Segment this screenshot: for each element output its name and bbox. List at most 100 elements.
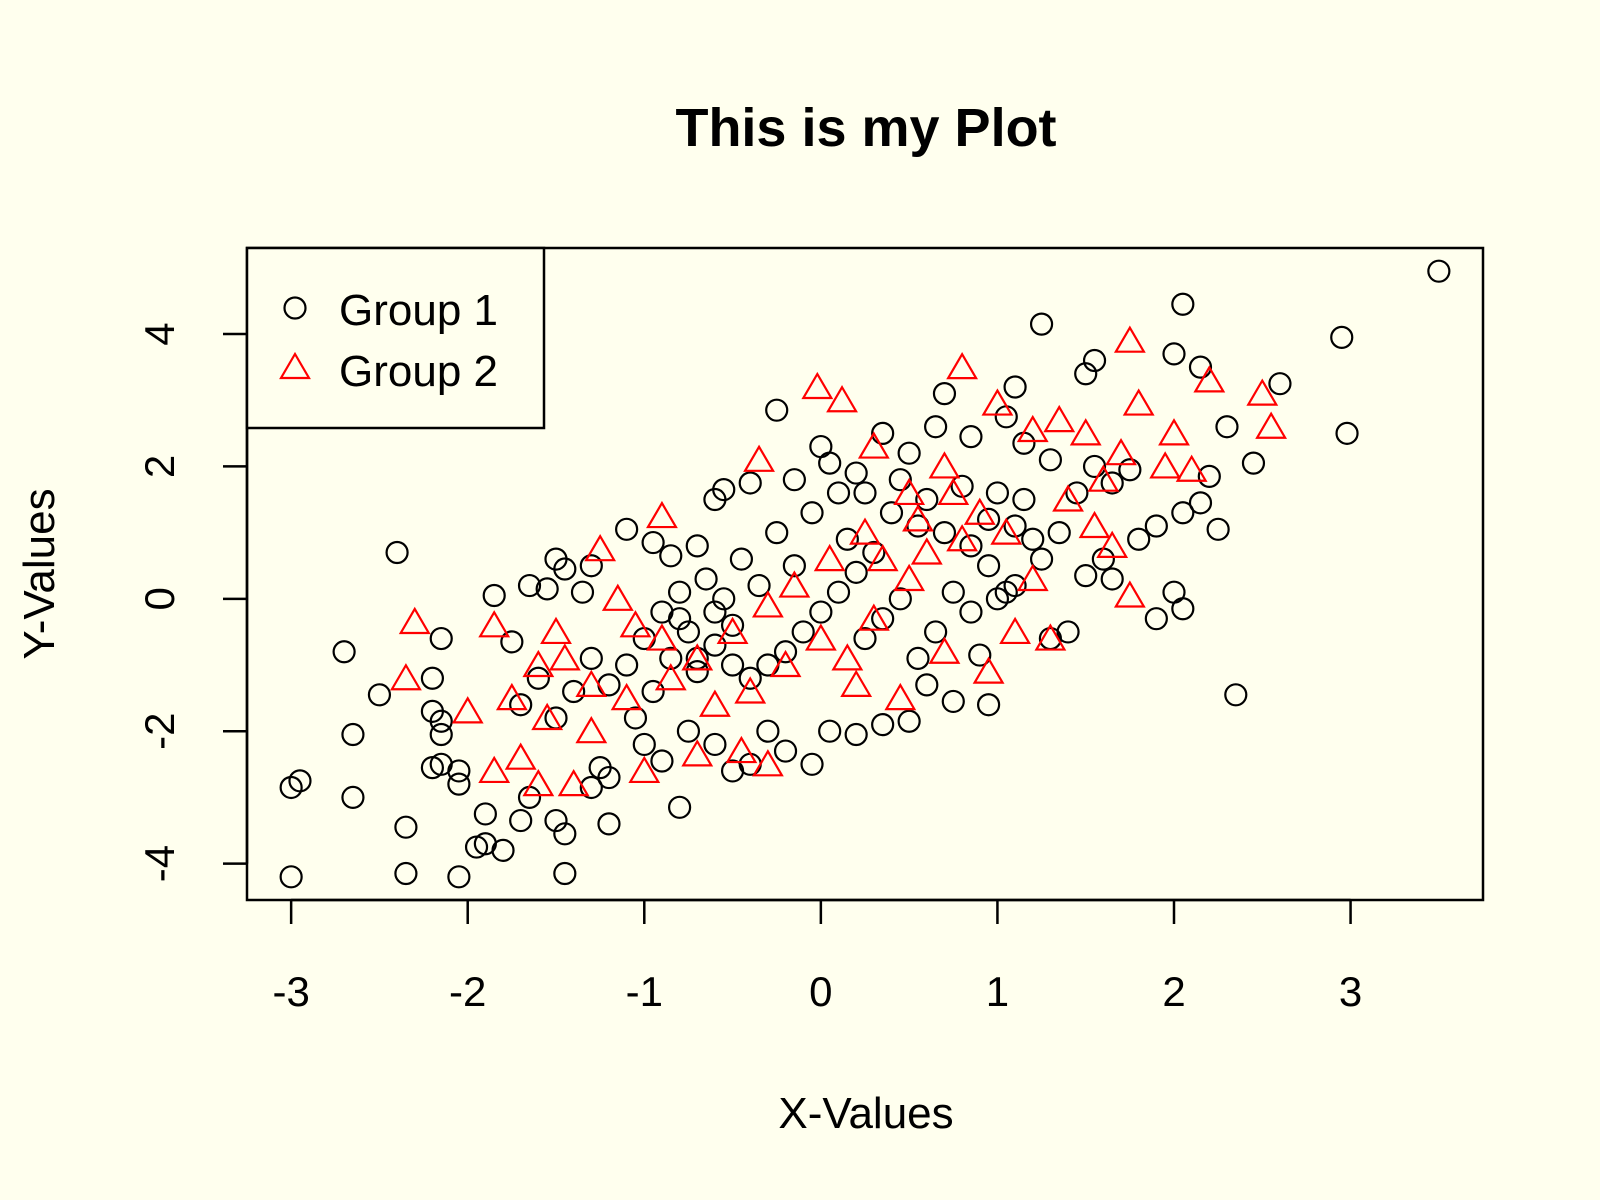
data-point-group-1: [897, 441, 921, 465]
data-point-group-1: [1335, 421, 1359, 445]
legend-label-group-1: Group 1: [339, 286, 498, 335]
data-point-group-1: [1268, 372, 1292, 396]
data-point-group-1: [826, 580, 851, 604]
data-point-group-1: [844, 560, 868, 584]
y-tick-label: 0: [136, 587, 183, 610]
data-point-group-2: [1016, 414, 1049, 443]
data-point-group-2: [928, 636, 961, 664]
x-tick-label: 0: [809, 968, 832, 1015]
data-point-group-2: [778, 570, 811, 598]
data-point-group-1: [932, 521, 957, 545]
data-point-group-1: [756, 719, 780, 743]
data-point-group-2: [557, 768, 590, 797]
x-tick-label: 2: [1162, 968, 1185, 1015]
data-point-group-2: [646, 623, 678, 651]
data-point-group-1: [720, 653, 745, 677]
data-point-group-1: [1197, 464, 1221, 488]
data-point-group-1: [1330, 325, 1354, 349]
data-point-group-1: [1162, 580, 1186, 604]
data-point-group-1: [703, 732, 727, 757]
data-point-group-1: [685, 660, 709, 684]
data-point-group-1: [818, 451, 842, 475]
data-point-group-1: [1082, 454, 1107, 479]
data-point-group-1: [826, 481, 851, 505]
legend-box: [245, 246, 546, 430]
data-point-group-2: [1078, 510, 1111, 539]
data-point-group-1: [924, 415, 948, 439]
data-point-group-1: [1171, 597, 1195, 621]
x-tick-label: -1: [626, 968, 663, 1015]
data-point-group-2: [857, 603, 890, 631]
data-point-group-2: [548, 643, 581, 671]
data-point-group-1: [879, 501, 904, 525]
data-point-group-2: [628, 755, 661, 784]
data-point-group-2: [698, 689, 731, 717]
data-point-group-2: [804, 623, 837, 651]
data-point-group-1: [782, 468, 806, 492]
data-point-group-1: [420, 756, 444, 780]
data-point-group-1: [1144, 607, 1168, 631]
data-point-group-1: [394, 861, 418, 886]
data-point-group-1: [544, 808, 568, 833]
data-point-group-2: [531, 702, 564, 731]
data-point-group-1: [1171, 292, 1195, 316]
data-point-group-1: [773, 739, 798, 763]
data-point-group-1: [703, 600, 727, 624]
data-point-group-1: [703, 633, 727, 657]
data-point-group-1: [447, 772, 471, 796]
data-point-group-1: [976, 693, 1001, 717]
data-point-group-1: [509, 693, 533, 717]
data-point-group-2: [584, 533, 617, 562]
data-point-group-2: [963, 497, 996, 525]
data-point-group-1: [659, 646, 683, 670]
data-point-group-2: [946, 524, 979, 552]
data-point-group-2: [946, 351, 979, 380]
series-group-2: [389, 325, 1288, 797]
data-point-group-1: [747, 573, 771, 598]
data-point-group-1: [553, 557, 577, 581]
data-point-group-1: [765, 398, 789, 422]
data-point-group-1: [800, 501, 824, 525]
data-point-group-2: [826, 385, 858, 413]
data-point-group-2: [893, 477, 926, 506]
chart-title: This is my Plot: [675, 98, 1056, 158]
data-point-group-1: [1012, 431, 1036, 455]
data-point-group-1: [650, 600, 674, 624]
data-point-group-2: [1105, 438, 1137, 466]
data-point-group-1: [959, 534, 983, 558]
data-point-group-2: [1149, 451, 1182, 479]
data-point-group-2: [937, 477, 970, 506]
data-point-group-1: [615, 517, 639, 541]
data-point-group-1: [853, 481, 877, 505]
y-axis-label: Y-Values: [15, 488, 64, 659]
x-tick-label: 1: [986, 968, 1009, 1015]
data-point-group-1: [420, 699, 444, 723]
data-point-group-1: [676, 719, 701, 743]
data-point-group-2: [610, 682, 643, 711]
data-point-group-2: [884, 682, 917, 711]
data-point-group-1: [888, 468, 912, 492]
data-point-group-1: [1082, 348, 1107, 373]
data-point-group-1: [800, 752, 824, 776]
data-point-group-1: [659, 544, 683, 568]
data-point-group-1: [932, 382, 957, 406]
data-point-group-1: [809, 600, 833, 624]
data-point-group-1: [976, 507, 1001, 531]
data-point-group-1: [394, 815, 418, 839]
data-point-group-1: [1427, 259, 1451, 283]
data-point-group-2: [801, 371, 834, 400]
data-point-group-2: [990, 517, 1023, 545]
data-point-group-2: [522, 649, 555, 678]
data-point-group-1: [994, 405, 1018, 429]
data-point-group-1: [385, 540, 409, 565]
data-point-group-2: [743, 444, 775, 472]
data-point-group-1: [720, 759, 745, 783]
data-point-group-2: [478, 755, 511, 784]
data-point-group-2: [1016, 563, 1049, 592]
data-point-group-1: [1224, 683, 1248, 707]
data-point-group-1: [667, 580, 692, 604]
data-point-group-2: [840, 669, 873, 697]
data-point-group-1: [1188, 355, 1213, 379]
data-point-group-1: [420, 666, 444, 690]
